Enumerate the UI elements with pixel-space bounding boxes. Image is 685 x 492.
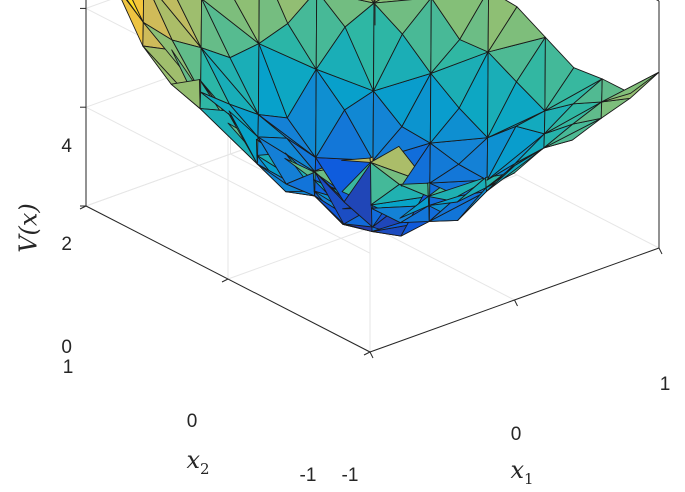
x-axis-label: x1 <box>510 456 533 488</box>
x-tick-2 <box>658 247 663 255</box>
tick-labels: 0 2 4 1 0 -1 -1 0 1 <box>61 136 670 486</box>
y-tick-label-neg1: -1 <box>300 465 317 486</box>
y-tick-label-1: 1 <box>63 357 74 378</box>
y-axis-label: x2 <box>186 446 209 478</box>
x-axis-label-sub: 1 <box>524 470 534 488</box>
surface-facet-199 <box>601 71 660 103</box>
surface-mesh <box>121 0 660 237</box>
grid-sidewall-z-1 <box>85 106 371 254</box>
surface-facet-193 <box>544 67 603 112</box>
x-tick-label-neg1: -1 <box>342 465 359 486</box>
x-tick-label-0: 0 <box>511 424 522 445</box>
z-tick-label-0: 0 <box>61 337 72 358</box>
surface-facet-79 <box>357 0 375 4</box>
surface-facet-98 <box>371 0 375 4</box>
surface-facet-15 <box>170 79 201 110</box>
y-tick-1 <box>221 278 229 283</box>
y-tick-0 <box>363 351 371 356</box>
axes-box <box>79 0 663 359</box>
x-axis-label-var: x <box>510 456 524 484</box>
surface-facet-179 <box>487 6 546 53</box>
z-tick-label-2: 2 <box>61 234 72 255</box>
z-axis-label: V(x) <box>15 203 43 253</box>
y-tick-label-0: 0 <box>187 411 198 432</box>
z-tick-label-4: 4 <box>61 136 72 157</box>
x-tick-1 <box>514 299 518 307</box>
y-axis-label-var: x <box>186 446 200 474</box>
x-tick-label-1: 1 <box>660 374 671 395</box>
axis-labels: V(x) x2 x1 <box>15 203 534 488</box>
y-axis-label-sub: 2 <box>200 460 210 478</box>
x-tick-0 <box>369 351 374 359</box>
